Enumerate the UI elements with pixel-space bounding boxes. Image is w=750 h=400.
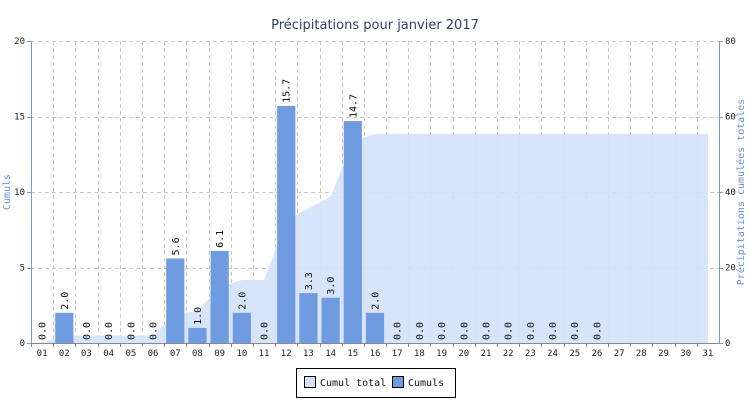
data-labels: 0.0 2.0 0.0 0.0 0.0 0.0 5.6 1.0 6.1 2.0 0.0 15.7 3.3… bbox=[38, 79, 604, 340]
data-label-01: 0.0 bbox=[38, 322, 49, 340]
data-label-11: 0.0 bbox=[260, 322, 271, 340]
x-tick-label-06: 06 bbox=[148, 349, 159, 359]
data-label-19: 0.0 bbox=[437, 322, 448, 340]
data-label-04: 0.0 bbox=[104, 322, 115, 340]
data-label-05: 0.0 bbox=[126, 322, 137, 340]
x-tick-label-20: 20 bbox=[458, 349, 469, 359]
x-tick-label-29: 29 bbox=[658, 349, 669, 359]
x-tick-label-05: 05 bbox=[125, 349, 136, 359]
right-tick-label: 60 bbox=[725, 113, 736, 123]
cumul-total-area bbox=[42, 133, 708, 343]
x-tick-label-28: 28 bbox=[636, 349, 647, 359]
data-label-12: 15.7 bbox=[282, 79, 293, 103]
x-tick-label-22: 22 bbox=[503, 349, 514, 359]
data-label-16: 2.0 bbox=[371, 292, 382, 310]
x-tick-label-01: 01 bbox=[37, 349, 48, 359]
data-label-08: 1.0 bbox=[193, 307, 204, 325]
x-tick-label-08: 08 bbox=[192, 349, 203, 359]
legend-swatch-cumuls bbox=[392, 376, 404, 388]
left-tick-label: 15 bbox=[14, 113, 25, 123]
data-label-09: 6.1 bbox=[215, 230, 226, 248]
x-tick-label-12: 12 bbox=[281, 349, 292, 359]
x-tick-label-30: 30 bbox=[680, 349, 691, 359]
left-tick-label: 10 bbox=[14, 188, 25, 198]
bar-15 bbox=[343, 121, 362, 343]
bar-07 bbox=[166, 258, 185, 343]
x-tick-label-10: 10 bbox=[236, 349, 247, 359]
legend-swatch-cumul-total bbox=[304, 376, 316, 388]
right-tick-label: 40 bbox=[725, 188, 736, 198]
left-tick-label: 0 bbox=[20, 339, 25, 349]
bar-12 bbox=[277, 105, 296, 344]
cumuls-bars bbox=[55, 105, 385, 344]
legend: Cumul total Cumuls bbox=[296, 368, 456, 398]
x-tick-label-25: 25 bbox=[569, 349, 580, 359]
x-tick-label-16: 16 bbox=[370, 349, 381, 359]
bar-08 bbox=[188, 327, 207, 343]
legend-label-cumuls: Cumuls bbox=[408, 378, 444, 389]
bar-10 bbox=[232, 312, 251, 343]
x-tick-label-27: 27 bbox=[614, 349, 625, 359]
x-tick-label-21: 21 bbox=[481, 349, 492, 359]
chart-title: Précipitations pour janvier 2017 bbox=[271, 18, 479, 33]
x-tick-label-02: 02 bbox=[59, 349, 70, 359]
right-tick-label: 80 bbox=[725, 37, 736, 47]
legend-label-cumul-total: Cumul total bbox=[320, 378, 386, 389]
bar-02 bbox=[55, 312, 74, 343]
x-tick-label-23: 23 bbox=[525, 349, 536, 359]
bar-13 bbox=[299, 293, 318, 343]
bar-09 bbox=[210, 250, 229, 343]
x-tick-label-15: 15 bbox=[347, 349, 358, 359]
x-tick-label-09: 09 bbox=[214, 349, 225, 359]
x-tick-label-14: 14 bbox=[325, 349, 336, 359]
bar-16 bbox=[365, 312, 385, 343]
x-tick-label-18: 18 bbox=[414, 349, 425, 359]
data-label-25: 0.0 bbox=[570, 322, 581, 340]
data-label-22: 0.0 bbox=[504, 322, 515, 340]
x-tick-label-07: 07 bbox=[170, 349, 181, 359]
right-tick-label: 20 bbox=[725, 264, 736, 274]
cumul-total-area-shape bbox=[42, 133, 708, 343]
left-tick-label: 5 bbox=[20, 264, 25, 274]
data-label-20: 0.0 bbox=[459, 322, 470, 340]
left-axis-label: Cumuls bbox=[2, 174, 13, 210]
data-label-14: 3.0 bbox=[326, 277, 337, 295]
x-tick-label-13: 13 bbox=[303, 349, 314, 359]
data-label-21: 0.0 bbox=[481, 322, 492, 340]
legend-frame bbox=[296, 368, 456, 398]
data-label-07: 5.6 bbox=[171, 237, 182, 255]
x-tick-label-03: 03 bbox=[81, 349, 92, 359]
bar-14 bbox=[321, 297, 340, 343]
data-label-23: 0.0 bbox=[526, 322, 537, 340]
x-tick-label-11: 11 bbox=[259, 349, 270, 359]
right-tick-label: 0 bbox=[725, 339, 730, 349]
x-tick-label-04: 04 bbox=[103, 349, 114, 359]
data-label-13: 3.3 bbox=[304, 272, 315, 290]
data-label-03: 0.0 bbox=[82, 322, 93, 340]
x-tick-label-19: 19 bbox=[436, 349, 447, 359]
data-label-15: 14.7 bbox=[348, 94, 359, 118]
right-axis-label: Précipitations cumulées totales bbox=[735, 99, 747, 286]
data-label-17: 0.0 bbox=[393, 322, 404, 340]
data-label-02: 2.0 bbox=[60, 292, 71, 310]
data-label-26: 0.0 bbox=[592, 322, 603, 340]
data-label-06: 0.0 bbox=[149, 322, 160, 340]
left-tick-label: 20 bbox=[14, 37, 25, 47]
data-label-18: 0.0 bbox=[415, 322, 426, 340]
data-label-24: 0.0 bbox=[548, 322, 559, 340]
x-tick-label-24: 24 bbox=[547, 349, 558, 359]
data-label-10: 2.0 bbox=[237, 292, 248, 310]
x-tick-label-31: 31 bbox=[702, 349, 713, 359]
x-tick-label-26: 26 bbox=[592, 349, 603, 359]
x-tick-label-17: 17 bbox=[392, 349, 403, 359]
